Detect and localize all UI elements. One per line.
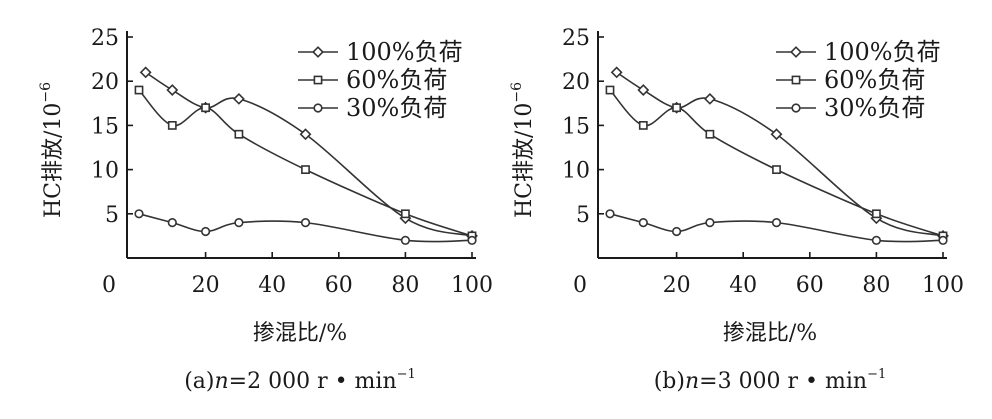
x-tick-label: 20 — [663, 273, 691, 298]
legend-label-2: 30%负荷 — [346, 94, 447, 122]
y-axis-title-main: HC排放/10 — [512, 103, 537, 218]
legend-label-1: 60%负荷 — [824, 66, 925, 94]
marker-series-1-point-4 — [301, 165, 310, 174]
y-tick-label: 10 — [562, 159, 590, 184]
legend-label-1: 60%负荷 — [346, 66, 447, 94]
series-line-2 — [609, 213, 944, 243]
marker-series-0-point-0 — [610, 66, 623, 79]
y-axis-title-exponent: −6 — [509, 82, 525, 103]
marker-series-1-point-0 — [605, 85, 615, 95]
marker-series-2-point-6 — [467, 235, 477, 245]
y-axis-title-exponent: −6 — [38, 82, 54, 103]
x-tick-label: 60 — [796, 273, 824, 298]
marker-series-legend-2-point-0 — [791, 103, 801, 113]
marker-series-1-point-2 — [672, 103, 681, 113]
x-axis-title: 掺混比/% — [253, 321, 347, 346]
marker-series-legend-1-point-0 — [791, 75, 801, 85]
legend-label-0: 100%负荷 — [346, 38, 463, 66]
x-tick-label: 40 — [258, 273, 286, 298]
caption-value: =2 000 r • min — [229, 369, 397, 394]
marker-series-2-point-5 — [400, 235, 411, 245]
x-tick-label: 0 — [102, 273, 116, 298]
marker-series-2-point-2 — [671, 226, 682, 237]
y-axis-title: HC排放/10−6 — [38, 82, 66, 218]
series-line-2 — [138, 213, 473, 243]
marker-series-2-point-3 — [705, 218, 715, 228]
x-tick-label: 100 — [451, 273, 493, 298]
y-axis-title: HC排放/10−6 — [509, 82, 537, 218]
marker-series-0-point-0 — [139, 66, 152, 79]
y-tick-label: 20 — [562, 70, 590, 95]
chart-panel-a: 5 10 15 20 25 0 20 40 60 80 100 HC排放/10−6 掺混比/% (a)n=… — [38, 26, 493, 394]
marker-series-legend-2-point-0 — [313, 103, 323, 113]
marker-series-2-point-0 — [605, 209, 615, 219]
series-1 — [134, 85, 477, 241]
panel-caption: (b)n=3 000 r • min−1 — [654, 367, 887, 394]
marker-series-1-point-2 — [201, 103, 210, 113]
x-tick-label: 80 — [391, 273, 419, 298]
marker-series-1-point-3 — [234, 129, 244, 139]
y-tick-label: 5 — [105, 203, 119, 228]
x-tick-label: 40 — [729, 273, 757, 298]
x-tick-label: 20 — [192, 273, 220, 298]
x-tick-label: 80 — [862, 273, 890, 298]
marker-series-1-point-3 — [705, 129, 715, 139]
marker-series-0-point-3 — [703, 92, 716, 105]
chart-panel-b: 5 10 15 20 25 0 20 40 60 80 100 HC排放/10−6 掺混比/% (b)n=… — [509, 26, 964, 394]
marker-series-0-point-3 — [232, 92, 245, 105]
marker-series-0-point-1 — [166, 84, 179, 96]
y-tick-label: 10 — [91, 159, 119, 184]
marker-series-1-point-5 — [871, 209, 881, 219]
series-2 — [605, 209, 948, 245]
marker-series-1-point-4 — [772, 165, 781, 174]
y-tick-label: 15 — [91, 114, 119, 139]
marker-series-1-point-1 — [638, 121, 648, 130]
caption-exponent: −1 — [867, 367, 886, 382]
y-tick-label: 20 — [91, 70, 119, 95]
marker-series-0-point-4 — [299, 128, 312, 141]
series-1 — [605, 85, 948, 241]
marker-series-2-point-4 — [300, 218, 311, 228]
caption-variable: n — [214, 369, 228, 394]
marker-series-1-point-5 — [400, 209, 410, 219]
y-tick-label: 25 — [91, 26, 119, 51]
caption-value: =3 000 r • min — [699, 369, 867, 394]
marker-series-legend-0-point-0 — [312, 46, 324, 58]
marker-series-1-point-0 — [134, 85, 144, 95]
marker-series-0-point-1 — [637, 84, 650, 96]
caption-variable: n — [685, 369, 699, 394]
x-axis-title: 掺混比/% — [723, 321, 817, 346]
marker-series-legend-1-point-0 — [313, 75, 323, 85]
y-tick-label: 15 — [562, 114, 590, 139]
marker-series-2-point-6 — [938, 235, 948, 245]
caption-exponent: −1 — [397, 367, 416, 382]
caption-prefix: (b) — [654, 369, 685, 394]
y-axis-title-main: HC排放/10 — [41, 103, 66, 218]
marker-series-2-point-5 — [871, 235, 882, 245]
y-tick-label: 5 — [576, 203, 590, 228]
marker-series-1-point-1 — [167, 121, 177, 130]
x-tick-label: 0 — [573, 273, 587, 298]
marker-series-legend-0-point-0 — [790, 46, 802, 58]
marker-series-2-point-1 — [167, 218, 177, 228]
legend-label-2: 30%负荷 — [824, 94, 925, 122]
marker-series-2-point-3 — [234, 218, 244, 228]
x-tick-label: 60 — [325, 273, 353, 298]
caption-prefix: (a) — [184, 369, 214, 394]
marker-series-2-point-1 — [638, 218, 648, 228]
x-tick-label: 100 — [922, 273, 964, 298]
legend-label-0: 100%负荷 — [824, 38, 941, 66]
marker-series-2-point-2 — [201, 226, 211, 237]
marker-series-2-point-0 — [134, 209, 144, 219]
marker-series-2-point-4 — [771, 218, 782, 228]
marker-series-0-point-4 — [770, 128, 783, 141]
y-tick-label: 25 — [562, 26, 590, 51]
panel-caption: (a)n=2 000 r • min−1 — [184, 367, 416, 394]
series-2 — [134, 209, 477, 245]
